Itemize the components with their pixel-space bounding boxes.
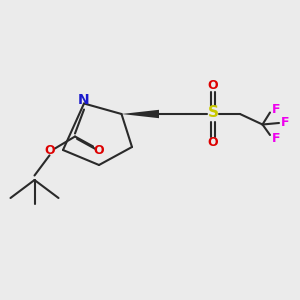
- Polygon shape: [122, 110, 159, 118]
- Text: F: F: [272, 103, 280, 116]
- Text: O: O: [44, 143, 55, 157]
- Text: S: S: [208, 105, 218, 120]
- Text: F: F: [281, 116, 289, 130]
- Text: N: N: [78, 93, 90, 107]
- Text: F: F: [272, 131, 280, 145]
- Text: O: O: [208, 136, 218, 149]
- Text: O: O: [94, 143, 104, 157]
- Text: O: O: [208, 79, 218, 92]
